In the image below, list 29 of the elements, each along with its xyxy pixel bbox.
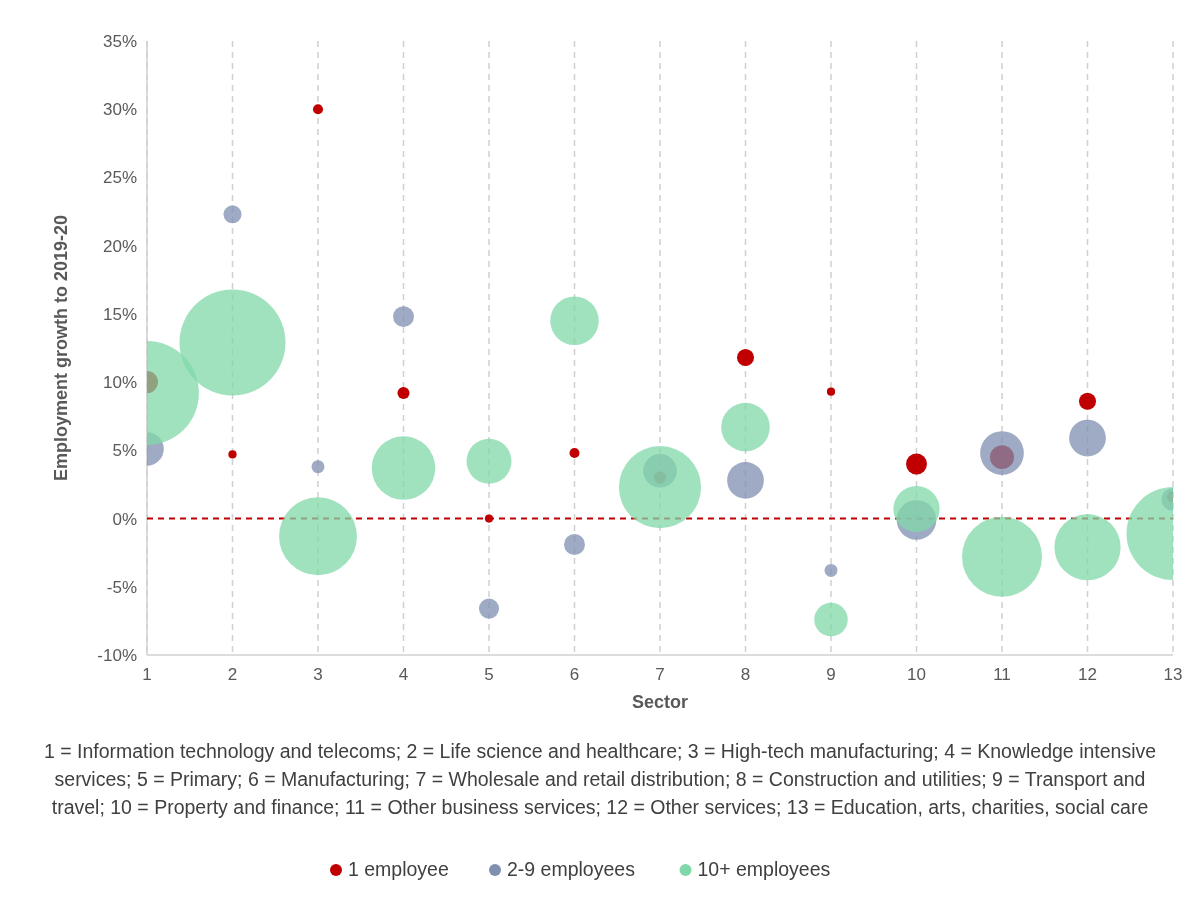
legend-label: 2-9 employees — [507, 858, 636, 880]
y-tick-label: -5% — [106, 577, 137, 597]
x-tick-label: 9 — [826, 665, 836, 684]
y-tick-label: 15% — [102, 304, 137, 324]
x-tick-label: 5 — [484, 665, 494, 684]
y-tick-label: -10% — [97, 645, 137, 665]
x-tick-label: 10 — [907, 665, 926, 684]
y-tick-label: 5% — [112, 441, 137, 461]
x-tick-label: 1 — [142, 665, 152, 684]
x-tick-label: 7 — [655, 665, 665, 684]
legend-label: 10+ employees — [697, 858, 831, 880]
y-tick-label: 25% — [102, 168, 137, 188]
x-tick-label: 11 — [993, 665, 1011, 684]
x-tick-label: 12 — [1078, 665, 1097, 684]
x-tick-label: 4 — [398, 665, 409, 684]
x-tick-label: 13 — [1163, 665, 1183, 684]
y-tick-label: 35% — [102, 31, 137, 51]
y-tick-label: 30% — [102, 100, 137, 120]
x-tick-label: 2 — [227, 665, 238, 684]
x-tick-label: 8 — [740, 665, 751, 684]
x-axis-title: Sector — [631, 692, 689, 712]
x-tick-label: 3 — [313, 665, 323, 684]
text: 1 = Information technology and telecoms; 2 = Life science and healthcare; 3 = High-tech manufacturing; 4 = Knowledge intensive services; 5 = Primary; 6 = Manufacturing; 7 = Wholesale and retail distribution; 8 = Construction and utilities; 9 = Transport and travel; 10 = Property and finance; 11 = Other business services; 12 = Other services; 13 = Education, arts, charities, social care — [42, 739, 1158, 820]
x-tick-label: 6 — [569, 665, 580, 684]
legend-label: 1 employee — [348, 858, 449, 880]
y-axis-title: Employment growth to 2019-20 — [51, 214, 71, 482]
y-tick-label: 10% — [102, 373, 137, 393]
y-tick-label: 20% — [102, 236, 137, 256]
y-tick-label: 0% — [112, 509, 137, 529]
